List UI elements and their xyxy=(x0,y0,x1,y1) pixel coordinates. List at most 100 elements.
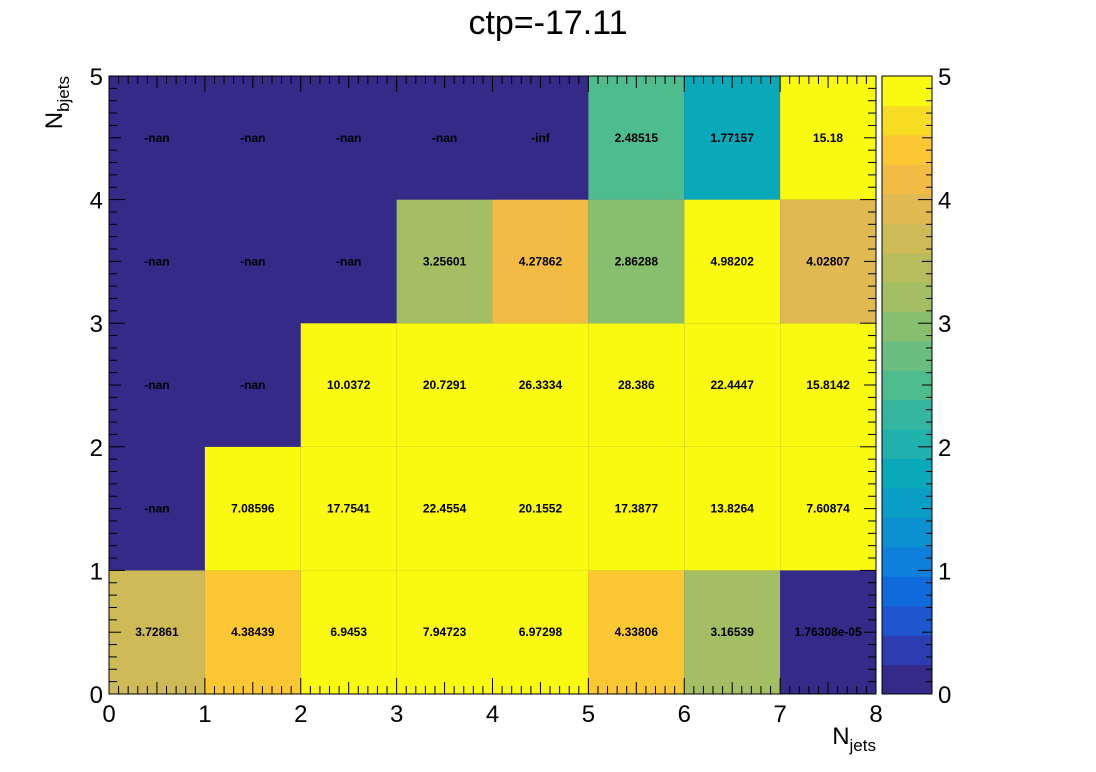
cell-value-label: 7.08596 xyxy=(231,502,275,516)
heatmap-cell xyxy=(492,76,589,200)
cell-value-label: 7.94723 xyxy=(423,625,467,639)
colorbar-segment xyxy=(882,164,932,195)
colorbar: 0 1 2 3 4 5 xyxy=(881,64,951,709)
colorbar-tick-label: 0 xyxy=(938,682,951,709)
colorbar-segment xyxy=(882,576,932,607)
heatmap-cell xyxy=(492,446,589,571)
x-axis-label-sub: jets xyxy=(849,736,876,755)
x-tick-label: 8 xyxy=(869,701,882,728)
colorbar-segment xyxy=(882,664,932,695)
heatmap-cell xyxy=(492,323,589,447)
cell-value-label: 10.0372 xyxy=(327,378,371,392)
x-tick-label: 7 xyxy=(773,701,786,728)
x-axis-label-main: N xyxy=(832,723,849,750)
colorbar-segment xyxy=(882,605,932,636)
cell-value-label: -nan xyxy=(240,131,265,145)
heatmap-cell xyxy=(588,323,685,447)
colorbar-segment xyxy=(882,635,932,666)
heatmap-cell xyxy=(684,76,781,200)
y-axis: 0 1 2 3 4 5 xyxy=(90,64,876,709)
cell-value-label: 17.3877 xyxy=(615,502,659,516)
heatmap-cell xyxy=(300,446,397,571)
colorbar-segment xyxy=(882,546,932,577)
colorbar-segment xyxy=(882,282,932,312)
colorbar-segment xyxy=(882,399,932,430)
heatmap-cell xyxy=(684,199,781,324)
cell-value-label: -inf xyxy=(531,131,551,145)
heatmap-cell xyxy=(780,570,876,694)
cell-value-label: 6.97298 xyxy=(519,625,563,639)
colorbar-segment xyxy=(882,223,932,254)
heatmap-cell xyxy=(588,570,685,694)
heatmap-cells xyxy=(109,76,876,694)
heatmap-cell xyxy=(204,323,301,447)
y-tick-label: 4 xyxy=(90,188,103,215)
x-tick-label: 2 xyxy=(294,701,307,728)
heatmap-cell xyxy=(492,199,589,324)
x-tick-label: 6 xyxy=(678,701,691,728)
x-axis: 0 1 2 3 4 5 6 7 8 xyxy=(102,76,883,728)
heatmap-cell xyxy=(300,199,397,324)
x-axis-label: Njets xyxy=(832,723,876,755)
cell-value-label: -nan xyxy=(240,254,265,268)
cell-value-label: 22.4447 xyxy=(710,378,754,392)
cell-value-label: -nan xyxy=(144,131,169,145)
cell-value-label: 22.4554 xyxy=(423,502,467,516)
y-axis-label-main: N xyxy=(41,112,68,129)
y-axis-label: Nbjets xyxy=(41,76,73,129)
colorbar-segment xyxy=(882,517,932,548)
heatmap-cell xyxy=(780,446,876,571)
cell-value-label: 3.16539 xyxy=(710,625,754,639)
cell-value-label: 15.8142 xyxy=(806,378,850,392)
heatmap-cell xyxy=(109,76,205,200)
heatmap-cell xyxy=(396,570,493,694)
heatmap-cell xyxy=(300,570,397,694)
cell-value-label: -nan xyxy=(336,254,361,268)
chart-title: ctp=-17.11 xyxy=(468,4,628,42)
heatmap-cell-labels: 3.72861 4.38439 6.9453 7.94723 6.97298 4.3380… xyxy=(135,131,862,639)
x-tick-label: 5 xyxy=(582,701,595,728)
colorbar-tick-label: 5 xyxy=(938,64,951,91)
cell-value-label: 2.48515 xyxy=(615,131,659,145)
heatmap-cell xyxy=(109,323,205,447)
cell-value-label: 28.386 xyxy=(618,378,655,392)
colorbar-tick-label: 4 xyxy=(938,188,951,215)
heatmap-cell xyxy=(780,76,876,200)
cell-value-label: 4.27862 xyxy=(519,254,563,268)
x-tick-label: 0 xyxy=(102,701,115,728)
heatmap-cell xyxy=(396,76,493,200)
heatmap-cell xyxy=(396,446,493,571)
heatmap-cell xyxy=(204,199,301,324)
cell-value-label: 6.9453 xyxy=(330,625,367,639)
cell-value-label: 4.02807 xyxy=(806,254,850,268)
x-tick-label: 3 xyxy=(390,701,403,728)
cell-value-label: 15.18 xyxy=(813,131,843,145)
heatmap-cell xyxy=(204,446,301,571)
colorbar-segment xyxy=(882,252,932,283)
colorbar-tick-label: 1 xyxy=(938,558,951,585)
heatmap-cell xyxy=(109,446,205,571)
cell-value-label: 1.77157 xyxy=(710,131,754,145)
cell-value-label: 4.33806 xyxy=(615,625,659,639)
colorbar-segment xyxy=(882,134,932,165)
y-tick-label: 0 xyxy=(90,682,103,709)
cell-value-label: -nan xyxy=(144,502,169,516)
heatmap-cell xyxy=(684,323,781,447)
cell-value-label: 17.7541 xyxy=(327,502,371,516)
x-tick-label: 1 xyxy=(198,701,211,728)
x-tick-label: 4 xyxy=(486,701,499,728)
cell-value-label: 7.60874 xyxy=(806,502,850,516)
heatmap-cell xyxy=(492,570,589,694)
y-tick-label: 1 xyxy=(90,558,103,585)
heatmap-cell xyxy=(588,446,685,571)
heatmap-cell xyxy=(109,570,205,694)
colorbar-segment xyxy=(882,429,932,460)
heatmap-cell xyxy=(684,446,781,571)
heatmap-cell xyxy=(109,199,205,324)
cell-value-label: 20.1552 xyxy=(519,502,563,516)
colorbar-segment xyxy=(882,488,932,518)
heatmap-cell xyxy=(780,199,876,324)
cell-value-label: -nan xyxy=(240,378,265,392)
colorbar-segment xyxy=(882,458,932,489)
